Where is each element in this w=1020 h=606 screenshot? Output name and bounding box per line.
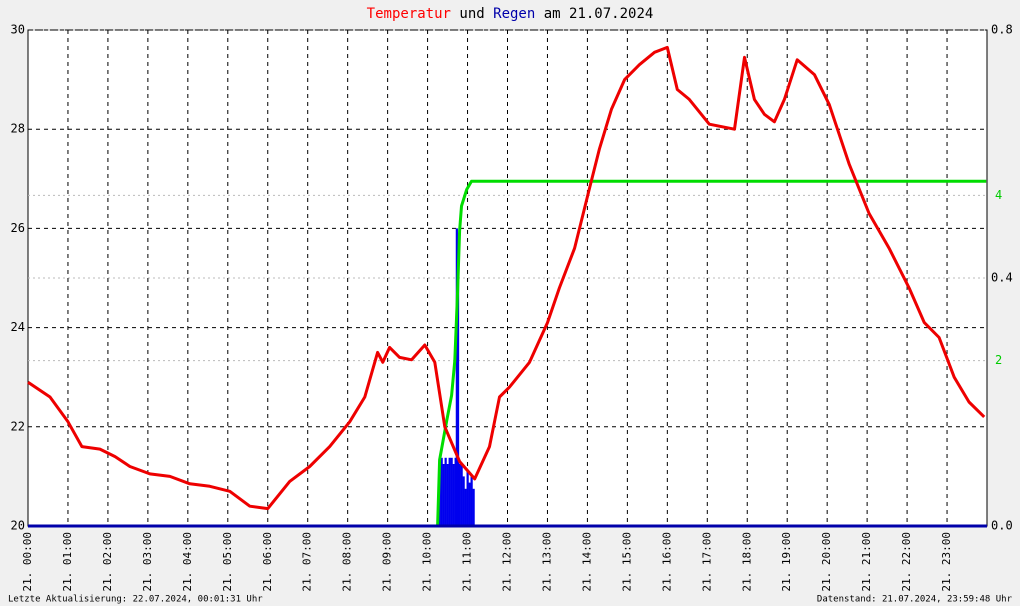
rain-bar <box>446 464 449 526</box>
temperature-line <box>27 45 986 511</box>
y2-tick-label: 0.0 <box>991 519 1013 533</box>
x-tick-label: 21. 12:00 <box>501 532 514 592</box>
rain-bar <box>458 464 461 526</box>
x-tick-label: 21. 08:00 <box>341 532 354 592</box>
chart-title: Temperatur und Regen am 21.07.2024 <box>367 6 654 22</box>
rain-bar <box>462 476 465 526</box>
rain-bar <box>470 476 473 526</box>
x-tick-label: 21. 03:00 <box>141 532 154 592</box>
title-part: Temperatur <box>367 6 451 22</box>
x-tick-label: 21. 01:00 <box>61 532 74 592</box>
x-tick-label: 21. 16:00 <box>660 532 673 592</box>
rain-bar <box>460 464 463 526</box>
rain-bar <box>448 457 451 526</box>
x-tick-label: 21. 21:00 <box>860 532 873 592</box>
x-tick-label: 21. 19:00 <box>780 532 793 592</box>
x-tick-label: 21. 15:00 <box>620 532 633 592</box>
x-tick-label: 21. 13:00 <box>540 532 553 592</box>
y2-tick-label: 0.4 <box>991 271 1013 285</box>
y-tick-label: 28 <box>11 122 25 136</box>
x-tick-label: 21. 04:00 <box>181 532 194 592</box>
rain-bar <box>442 464 445 526</box>
x-tick-label: 21. 07:00 <box>301 532 314 592</box>
footer-left: Letzte Aktualisierung: 22.07.2024, 00:01… <box>8 595 263 605</box>
y3-tick-label: 4 <box>995 188 1002 202</box>
y3-tick-label: 2 <box>995 353 1002 367</box>
rain-bar <box>454 457 457 526</box>
title-part: am 21.07.2024 <box>544 6 654 22</box>
rain-bar <box>444 457 447 526</box>
x-tick-label: 21. 23:00 <box>940 532 953 592</box>
x-tick-label: 21. 02:00 <box>101 532 114 592</box>
rain-bar <box>472 488 475 526</box>
title-part: Regen <box>493 6 535 22</box>
footer-right: Datenstand: 21.07.2024, 23:59:48 Uhr <box>817 595 1013 605</box>
rain-bar <box>456 271 460 526</box>
rain-bar <box>468 482 471 526</box>
rain-bar <box>440 457 443 526</box>
x-tick-label: 21. 11:00 <box>461 532 474 592</box>
x-tick-label: 21. 00:00 <box>21 532 34 592</box>
rain-bar <box>466 470 469 526</box>
y-tick-label: 22 <box>11 419 25 433</box>
x-tick-label: 21. 18:00 <box>740 532 753 592</box>
x-tick-label: 21. 14:00 <box>580 532 593 592</box>
x-tick-label: 21. 10:00 <box>421 532 434 592</box>
rain-bar <box>464 488 467 526</box>
x-tick-label: 21. 09:00 <box>381 532 394 592</box>
x-tick-label: 21. 06:00 <box>261 532 274 592</box>
x-tick-label: 21. 20:00 <box>820 532 833 592</box>
y-tick-label: 30 <box>11 23 25 37</box>
x-tick-label: 21. 05:00 <box>221 532 234 592</box>
x-tick-label: 21. 22:00 <box>900 532 913 592</box>
y-tick-label: 20 <box>11 519 25 533</box>
y2-tick-label: 0.8 <box>991 23 1013 37</box>
rain-bar <box>450 457 453 526</box>
y-tick-label: 24 <box>11 320 25 334</box>
y-tick-label: 26 <box>11 221 25 235</box>
rain_total-line <box>28 179 987 528</box>
title-part: und <box>459 6 484 22</box>
x-tick-label: 21. 17:00 <box>700 532 713 592</box>
rain-bar <box>455 228 458 526</box>
rain-bar <box>452 464 455 526</box>
